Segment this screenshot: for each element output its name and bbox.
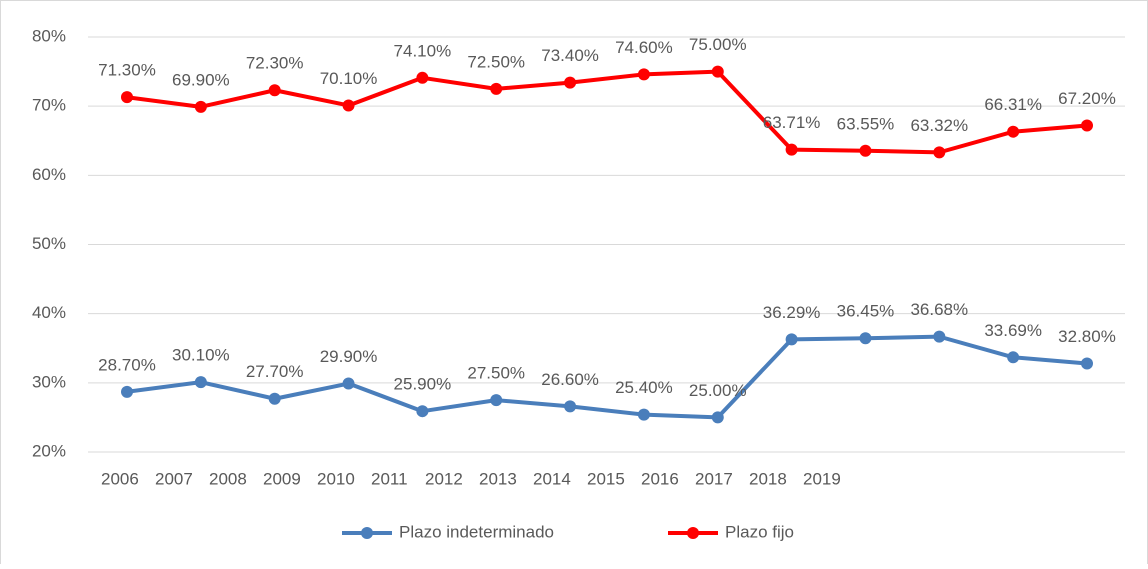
data-label: 27.50%	[467, 364, 525, 383]
y-tick-label: 50%	[32, 234, 66, 253]
x-tick-label: 2008	[209, 469, 247, 488]
data-label: 74.60%	[615, 38, 673, 57]
data-label: 26.60%	[541, 370, 599, 389]
point	[416, 71, 429, 84]
point	[637, 68, 650, 81]
series-line	[126, 69, 1088, 155]
x-tick-label: 2016	[641, 469, 679, 488]
y-tick-label: 70%	[32, 96, 66, 115]
data-label: 71.30%	[98, 61, 156, 80]
point	[490, 394, 503, 407]
data-label: 63.32%	[910, 116, 968, 135]
data-label: 75.00%	[689, 35, 747, 54]
data-label: 63.71%	[763, 113, 821, 132]
y-tick-label: 20%	[32, 441, 66, 460]
point	[268, 392, 281, 405]
y-tick-label: 40%	[32, 303, 66, 322]
y-tick-label: 60%	[32, 165, 66, 184]
data-label: 28.70%	[98, 355, 156, 374]
point	[1081, 357, 1093, 370]
point	[785, 333, 798, 346]
point	[933, 330, 946, 343]
legend-label: Plazo indeterminado	[399, 522, 554, 541]
x-tick-label: 2019	[803, 469, 841, 488]
data-label: 25.40%	[615, 378, 673, 397]
data-label: 25.00%	[689, 381, 747, 400]
point	[1007, 125, 1020, 138]
data-label: 36.68%	[910, 300, 968, 319]
data-label: 70.10%	[320, 69, 378, 88]
data-label: 29.90%	[320, 347, 378, 366]
x-tick-label: 2017	[695, 469, 733, 488]
point	[785, 143, 798, 156]
x-tick-label: 2010	[317, 469, 355, 488]
point	[859, 332, 872, 345]
y-tick-label: 80%	[32, 26, 66, 45]
legend-marker	[361, 527, 373, 539]
point	[268, 84, 281, 97]
x-tick-label: 2018	[749, 469, 787, 488]
point	[194, 100, 207, 113]
data-label: 30.10%	[172, 346, 230, 365]
point	[342, 377, 355, 390]
x-tick-label: 2012	[425, 469, 463, 488]
x-tick-label: 2015	[587, 469, 625, 488]
point	[637, 408, 650, 421]
data-label: 25.90%	[394, 375, 452, 394]
point	[564, 400, 577, 413]
x-tick-label: 2011	[371, 469, 408, 488]
legend-label: Plazo fijo	[725, 522, 794, 541]
point	[933, 146, 946, 159]
x-tick-label: 2014	[533, 469, 571, 488]
data-label: 72.50%	[467, 52, 525, 71]
point	[416, 405, 429, 418]
y-tick-label: 30%	[32, 372, 66, 391]
data-label: 33.69%	[984, 321, 1042, 340]
point	[711, 411, 724, 424]
data-label: 72.30%	[246, 54, 304, 73]
data-label: 32.80%	[1058, 327, 1116, 346]
data-label: 36.45%	[837, 302, 895, 321]
x-tick-label: 2007	[155, 469, 193, 488]
point	[711, 65, 724, 78]
point	[342, 99, 355, 112]
data-label: 73.40%	[541, 46, 599, 65]
point	[1007, 351, 1020, 364]
data-label: 27.70%	[246, 362, 304, 381]
series-line	[126, 334, 1088, 420]
point	[194, 376, 207, 389]
x-tick-label: 2006	[101, 469, 139, 488]
data-label: 36.29%	[763, 303, 821, 322]
point	[1081, 119, 1093, 132]
legend-marker	[687, 527, 699, 539]
point	[121, 385, 133, 398]
data-label: 74.10%	[394, 41, 452, 60]
point	[564, 76, 577, 89]
point	[859, 144, 872, 157]
data-label: 67.20%	[1058, 89, 1116, 108]
data-label: 66.31%	[984, 95, 1042, 114]
point	[121, 91, 133, 104]
data-label: 69.90%	[172, 70, 230, 89]
data-label: 63.55%	[837, 114, 895, 133]
x-tick-label: 2009	[263, 469, 301, 488]
point	[490, 82, 503, 95]
x-tick-label: 2013	[479, 469, 517, 488]
